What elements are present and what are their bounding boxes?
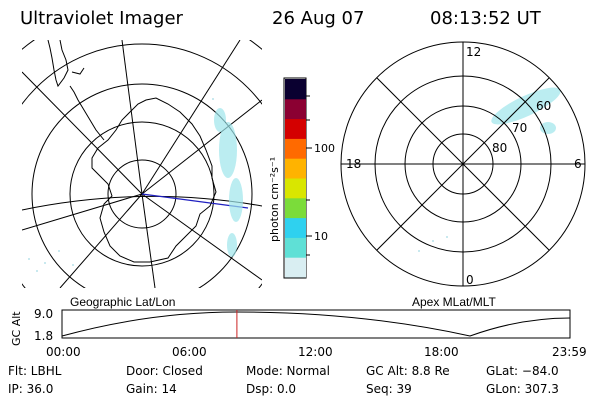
x-tick-0000: 00:00 bbox=[46, 345, 81, 359]
colorbar-gradient bbox=[285, 79, 306, 278]
mlt-label-0: 0 bbox=[466, 273, 474, 287]
info-seq: Seq: 39 bbox=[366, 382, 412, 396]
mlt-label-12: 12 bbox=[466, 45, 481, 59]
info-ip: IP: 36.0 bbox=[8, 382, 54, 396]
date-label: 26 Aug 07 bbox=[272, 8, 365, 29]
info-door: Door: Closed bbox=[126, 364, 203, 378]
instrument-title: Ultraviolet Imager bbox=[20, 8, 183, 29]
colorbar-stripe bbox=[285, 79, 306, 100]
colorbar-stripe bbox=[285, 98, 306, 120]
mlat-label-70: 70 bbox=[512, 121, 527, 135]
noise-speckles bbox=[28, 98, 214, 272]
info-flt: Flt: LBHL bbox=[8, 364, 62, 378]
x-tick-0600: 06:00 bbox=[172, 345, 207, 359]
colorbar-stripe bbox=[285, 217, 306, 238]
south-america-coastline bbox=[47, 40, 69, 88]
mlt-lines bbox=[341, 42, 585, 286]
magnetic-polar-plot: 12 18 6 0 60 70 80 bbox=[340, 41, 586, 287]
alt-tick-1.8: 1.8 bbox=[34, 329, 53, 343]
antarctica-coastline bbox=[91, 97, 217, 263]
left-map-label: Geographic Lat/Lon bbox=[70, 295, 175, 309]
info-mode: Mode: Normal bbox=[246, 364, 330, 378]
geo-lon-lines bbox=[22, 40, 262, 288]
colorbar-unit-label: photon cm⁻²s⁻¹ bbox=[268, 157, 281, 242]
x-tick-1200: 12:00 bbox=[298, 345, 333, 359]
right-map-label: Apex MLat/MLT bbox=[412, 295, 496, 309]
info-gcalt: GC Alt: 8.8 Re bbox=[366, 364, 450, 378]
aurora-emission bbox=[214, 108, 243, 257]
time-label: 08:13:52 UT bbox=[430, 8, 541, 29]
colorbar-stripe bbox=[285, 257, 306, 278]
info-glat: GLat: −84.0 bbox=[486, 364, 559, 378]
falklands-coastline bbox=[71, 67, 85, 75]
terminator-line bbox=[22, 195, 262, 211]
altitude-plot-frame bbox=[61, 309, 571, 339]
colorbar-tick-10: 10 bbox=[314, 230, 328, 243]
mlt-label-6: 6 bbox=[574, 157, 582, 171]
alt-tick-9: 9.0 bbox=[34, 307, 53, 321]
colorbar-stripe bbox=[285, 118, 306, 139]
geographic-map bbox=[22, 40, 262, 288]
colorbar-stripe bbox=[285, 178, 306, 199]
altitude-curve bbox=[61, 311, 571, 337]
mlt-label-18: 18 bbox=[346, 157, 361, 171]
info-gain: Gain: 14 bbox=[126, 382, 177, 396]
colorbar-stripe bbox=[285, 158, 306, 179]
colorbar-tick-100: 100 bbox=[314, 142, 335, 155]
alt-axis-label: GC Alt bbox=[10, 311, 23, 346]
x-tick-2359: 23:59 bbox=[552, 345, 587, 359]
x-tick-1800: 18:00 bbox=[424, 345, 459, 359]
geo-lat-circles bbox=[22, 40, 262, 288]
colorbar-stripe bbox=[285, 197, 306, 219]
mlat-label-80: 80 bbox=[492, 141, 507, 155]
info-dsp: Dsp: 0.0 bbox=[246, 382, 297, 396]
peninsula-coastline bbox=[69, 85, 105, 141]
colorbar-stripe bbox=[285, 138, 306, 159]
mlt-noise-speckles bbox=[418, 236, 448, 252]
colorbar-stripe bbox=[285, 237, 306, 258]
mlat-label-60: 60 bbox=[536, 99, 551, 113]
colorbar: 100 10 photon cm⁻²s⁻¹ bbox=[268, 77, 335, 279]
altitude-plot: 9.0 1.8 GC Alt 00:00 06:00 12:00 18:00 2… bbox=[10, 307, 587, 359]
aurora-emission-mlt bbox=[491, 87, 561, 134]
info-glon: GLon: 307.3 bbox=[486, 382, 559, 396]
